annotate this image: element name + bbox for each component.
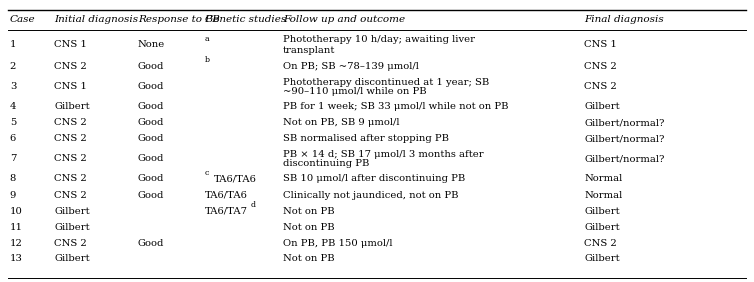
Text: c: c bbox=[205, 169, 210, 177]
Text: Gilbert/normal?: Gilbert/normal? bbox=[584, 155, 665, 163]
Text: Good: Good bbox=[138, 62, 164, 71]
Text: 5: 5 bbox=[10, 118, 16, 127]
Text: 4: 4 bbox=[10, 102, 17, 111]
Text: 11: 11 bbox=[10, 223, 23, 232]
Text: CNS 2: CNS 2 bbox=[54, 191, 87, 199]
Text: 13: 13 bbox=[10, 254, 23, 263]
Text: 1: 1 bbox=[10, 40, 17, 49]
Text: CNS 2: CNS 2 bbox=[54, 239, 87, 248]
Text: 3: 3 bbox=[10, 82, 16, 91]
Text: Good: Good bbox=[138, 175, 164, 183]
Text: TA6/TA6: TA6/TA6 bbox=[214, 175, 257, 183]
Text: Gilbert: Gilbert bbox=[54, 102, 90, 111]
Text: Good: Good bbox=[138, 82, 164, 91]
Text: Good: Good bbox=[138, 155, 164, 163]
Text: Initial diagnosis: Initial diagnosis bbox=[54, 15, 139, 24]
Text: Good: Good bbox=[138, 239, 164, 248]
Text: SB 10 μmol/l after discontinuing PB: SB 10 μmol/l after discontinuing PB bbox=[283, 175, 465, 183]
Text: a: a bbox=[205, 35, 210, 43]
Text: CNS 2: CNS 2 bbox=[584, 239, 617, 248]
Text: CNS 2: CNS 2 bbox=[54, 118, 87, 127]
Text: SB normalised after stopping PB: SB normalised after stopping PB bbox=[283, 135, 449, 143]
Text: CNS 2: CNS 2 bbox=[54, 135, 87, 143]
Text: CNS 1: CNS 1 bbox=[584, 40, 618, 49]
Text: Not on PB: Not on PB bbox=[283, 207, 334, 215]
Text: On PB, PB 150 μmol/l: On PB, PB 150 μmol/l bbox=[283, 239, 392, 248]
Text: On PB; SB ~78–139 μmol/l: On PB; SB ~78–139 μmol/l bbox=[283, 62, 418, 71]
Text: Not on PB, SB 9 μmol/l: Not on PB, SB 9 μmol/l bbox=[283, 118, 400, 127]
Text: 6: 6 bbox=[10, 135, 16, 143]
Text: Phototherapy discontinued at 1 year; SB: Phototherapy discontinued at 1 year; SB bbox=[283, 78, 489, 87]
Text: ~90–110 μmol/l while on PB: ~90–110 μmol/l while on PB bbox=[283, 87, 426, 96]
Text: Not on PB: Not on PB bbox=[283, 223, 334, 232]
Text: Normal: Normal bbox=[584, 191, 623, 199]
Text: CNS 2: CNS 2 bbox=[54, 62, 87, 71]
Text: 7: 7 bbox=[10, 155, 16, 163]
Text: Gilbert: Gilbert bbox=[584, 207, 620, 215]
Text: Follow up and outcome: Follow up and outcome bbox=[283, 15, 405, 24]
Text: Gilbert: Gilbert bbox=[54, 223, 90, 232]
Text: PB × 14 d; SB 17 μmol/l 3 months after: PB × 14 d; SB 17 μmol/l 3 months after bbox=[283, 150, 483, 159]
Text: transplant: transplant bbox=[283, 46, 335, 55]
Text: Gilbert: Gilbert bbox=[54, 207, 90, 215]
Text: d: d bbox=[250, 201, 256, 209]
Text: Good: Good bbox=[138, 135, 164, 143]
Text: Clinically not jaundiced, not on PB: Clinically not jaundiced, not on PB bbox=[283, 191, 458, 199]
Text: 8: 8 bbox=[10, 175, 16, 183]
Text: 9: 9 bbox=[10, 191, 16, 199]
Text: CNS 2: CNS 2 bbox=[584, 82, 617, 91]
Text: CNS 2: CNS 2 bbox=[54, 155, 87, 163]
Text: 2: 2 bbox=[10, 62, 16, 71]
Text: Good: Good bbox=[138, 118, 164, 127]
Text: CNS 1: CNS 1 bbox=[54, 40, 87, 49]
Text: PB for 1 week; SB 33 μmol/l while not on PB: PB for 1 week; SB 33 μmol/l while not on… bbox=[283, 102, 508, 111]
Text: Gilbert: Gilbert bbox=[584, 102, 620, 111]
Text: TA6/TA7: TA6/TA7 bbox=[205, 207, 248, 215]
Text: Gilbert: Gilbert bbox=[584, 223, 620, 232]
Text: Phototherapy 10 h/day; awaiting liver: Phototherapy 10 h/day; awaiting liver bbox=[283, 35, 475, 44]
Text: 10: 10 bbox=[10, 207, 23, 215]
Text: Good: Good bbox=[138, 191, 164, 199]
Text: Final diagnosis: Final diagnosis bbox=[584, 15, 664, 24]
Text: Gilbert: Gilbert bbox=[584, 254, 620, 263]
Text: CNS 2: CNS 2 bbox=[584, 62, 617, 71]
Text: 12: 12 bbox=[10, 239, 23, 248]
Text: CNS 2: CNS 2 bbox=[54, 175, 87, 183]
Text: Genetic studies: Genetic studies bbox=[205, 15, 287, 24]
Text: CNS 1: CNS 1 bbox=[54, 82, 87, 91]
Text: Gilbert/normal?: Gilbert/normal? bbox=[584, 135, 665, 143]
Text: Gilbert/normal?: Gilbert/normal? bbox=[584, 118, 665, 127]
Text: discontinuing PB: discontinuing PB bbox=[283, 159, 369, 168]
Text: Case: Case bbox=[10, 15, 35, 24]
Text: None: None bbox=[138, 40, 165, 49]
Text: Gilbert: Gilbert bbox=[54, 254, 90, 263]
Text: TA6/TA6: TA6/TA6 bbox=[205, 191, 248, 199]
Text: Good: Good bbox=[138, 102, 164, 111]
Text: b: b bbox=[205, 56, 210, 65]
Text: Normal: Normal bbox=[584, 175, 623, 183]
Text: Not on PB: Not on PB bbox=[283, 254, 334, 263]
Text: Response to PB: Response to PB bbox=[138, 15, 220, 24]
